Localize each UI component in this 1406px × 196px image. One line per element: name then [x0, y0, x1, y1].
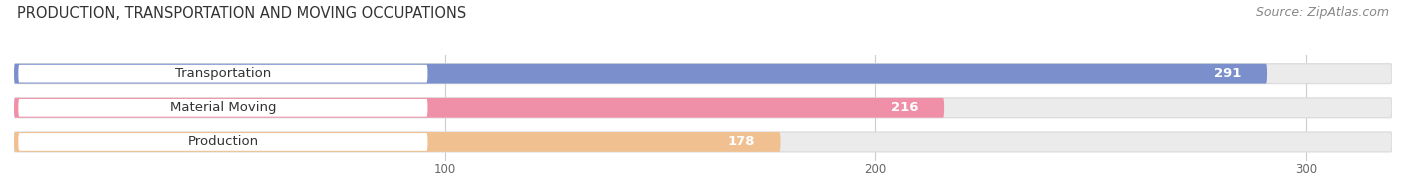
FancyBboxPatch shape [18, 99, 427, 117]
Text: Source: ZipAtlas.com: Source: ZipAtlas.com [1256, 6, 1389, 19]
Text: PRODUCTION, TRANSPORTATION AND MOVING OCCUPATIONS: PRODUCTION, TRANSPORTATION AND MOVING OC… [17, 6, 467, 21]
FancyBboxPatch shape [14, 132, 780, 152]
Text: Transportation: Transportation [174, 67, 271, 80]
Text: 291: 291 [1213, 67, 1241, 80]
FancyBboxPatch shape [14, 64, 1267, 83]
FancyBboxPatch shape [14, 64, 1392, 83]
Text: Material Moving: Material Moving [170, 101, 276, 114]
FancyBboxPatch shape [18, 65, 427, 83]
FancyBboxPatch shape [14, 98, 945, 118]
Text: 178: 178 [727, 135, 755, 148]
Text: 216: 216 [891, 101, 918, 114]
FancyBboxPatch shape [14, 98, 1392, 118]
Text: Production: Production [187, 135, 259, 148]
FancyBboxPatch shape [14, 132, 1392, 152]
FancyBboxPatch shape [18, 133, 427, 151]
